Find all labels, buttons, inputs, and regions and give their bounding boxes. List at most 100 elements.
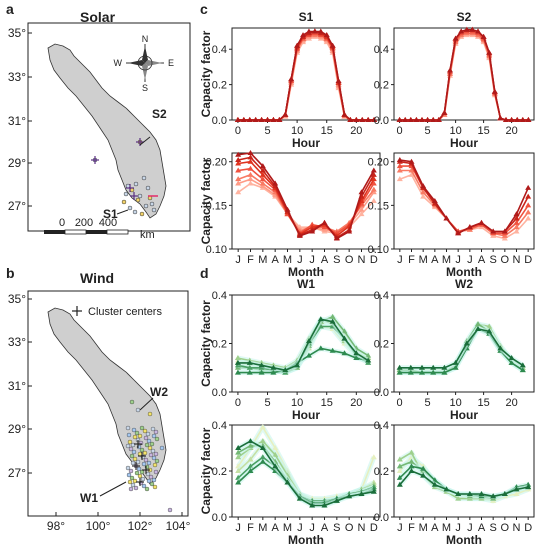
scale-label: 0	[59, 217, 65, 229]
data-point	[353, 117, 360, 122]
wind-site-dot	[129, 453, 135, 459]
y-axis-label: Capacity factor	[199, 300, 213, 387]
wind-site-dot	[125, 425, 131, 431]
x-tick-label: O	[501, 522, 510, 534]
compass-n: N	[142, 34, 149, 44]
data-point	[365, 117, 372, 122]
data-point	[513, 228, 520, 234]
wind-site-dot	[129, 475, 135, 481]
wind-site-dot	[146, 478, 152, 484]
data-point	[419, 364, 425, 370]
x-tick-label: M	[419, 522, 428, 534]
data-point	[370, 454, 377, 460]
data-point	[420, 183, 427, 189]
data-point	[525, 209, 532, 215]
data-point	[235, 160, 242, 166]
data-point	[246, 359, 253, 365]
wind-site-dot	[143, 457, 149, 463]
x-axis-label: Hour	[292, 136, 320, 150]
data-point	[408, 458, 415, 464]
data-point	[235, 189, 242, 195]
data-point	[358, 491, 365, 496]
wind-site-dot	[134, 430, 140, 436]
solar-y-tick: 31°	[8, 114, 26, 128]
data-point	[311, 28, 318, 34]
solar-site-dot	[137, 193, 143, 199]
panel-label-d: d	[200, 265, 209, 281]
wind-site-dot	[147, 445, 153, 451]
wind-site-dot	[153, 469, 159, 475]
wind-site-dot	[132, 434, 138, 440]
x-tick-label: 5	[264, 125, 270, 137]
data-point	[490, 228, 497, 234]
x-tick-label: N	[513, 522, 521, 534]
solar-site-dot	[139, 211, 145, 217]
data-point	[370, 180, 377, 186]
data-point	[246, 369, 253, 375]
data-point	[235, 167, 242, 173]
data-point	[478, 224, 485, 230]
series-line	[399, 159, 529, 235]
data-point	[396, 369, 403, 375]
data-point	[396, 474, 403, 480]
data-point	[296, 232, 303, 238]
data-point	[486, 323, 493, 329]
data-point	[469, 26, 476, 32]
y-tick-label: 0.4	[374, 420, 389, 432]
w1-arrow	[99, 481, 127, 497]
wind-site-dot	[149, 481, 155, 487]
x-tick-label: M	[258, 522, 267, 534]
panel-label-b: b	[6, 265, 15, 281]
x-tick-label: J	[467, 254, 473, 266]
x-tick-label: J	[297, 522, 303, 534]
wind-site-dot	[137, 473, 143, 479]
data-point	[346, 228, 353, 234]
chart-0: 0.0 0.2 0.4 0 5 10 15 20 Hour Capacity factor S1	[199, 10, 381, 150]
x-axis-label: Month	[288, 533, 324, 545]
solar-site-dot	[129, 187, 135, 193]
wind-site-dot	[153, 451, 159, 457]
data-point	[490, 232, 497, 238]
data-point	[309, 228, 316, 234]
data-point	[501, 228, 508, 234]
x-tick-label: 15	[477, 125, 489, 137]
data-point	[247, 468, 254, 473]
data-point	[270, 369, 277, 375]
data-point	[259, 424, 266, 430]
x-tick-label: 15	[321, 125, 333, 137]
x-tick-label: A	[271, 254, 279, 266]
data-point	[246, 117, 253, 122]
x-tick-label: A	[321, 254, 329, 266]
wind-site-dot	[152, 484, 158, 490]
wind-site-dot	[132, 456, 138, 462]
x-tick-label: D	[524, 522, 532, 534]
wind-site-dot	[135, 459, 141, 465]
data-point	[513, 219, 520, 225]
data-point	[321, 219, 328, 225]
data-point	[234, 369, 241, 375]
data-point	[335, 78, 342, 84]
wind-site-dot	[147, 411, 153, 417]
scale-label: 400	[99, 217, 117, 229]
data-point	[455, 495, 462, 501]
wind-site-dot	[153, 429, 159, 435]
solar-y-tick: 33°	[8, 70, 26, 84]
data-point	[407, 364, 414, 370]
data-point	[396, 176, 403, 182]
chart-title: S2	[457, 10, 472, 24]
data-point	[525, 484, 532, 490]
wind-site-dot	[159, 445, 165, 451]
wind-site-dot	[135, 407, 141, 413]
data-point	[296, 495, 303, 501]
compass-s: S	[142, 83, 148, 93]
data-point	[396, 156, 403, 162]
wind-site-dot	[149, 441, 155, 447]
data-point	[466, 491, 473, 496]
y-tick-label: 0.15	[368, 200, 389, 212]
data-point	[358, 189, 365, 195]
x-tick-label: 20	[350, 397, 362, 409]
data-point	[508, 355, 515, 361]
wind-site-dot	[128, 486, 134, 492]
